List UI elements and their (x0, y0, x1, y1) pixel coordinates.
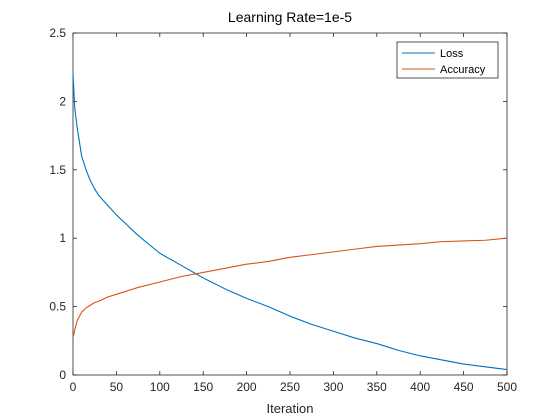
x-tick-label: 450 (454, 380, 474, 394)
legend-label-loss: Loss (440, 48, 464, 60)
x-tick-label: 150 (193, 380, 213, 394)
x-tick-label: 300 (323, 380, 343, 394)
x-axis-label: Iteration (267, 401, 314, 416)
y-tick-label: 2.5 (49, 26, 66, 40)
x-tick-label: 100 (150, 380, 170, 394)
x-tick-label: 500 (497, 380, 517, 394)
x-tick-label: 50 (110, 380, 124, 394)
y-tick-label: 0 (59, 368, 66, 382)
legend-label-accuracy: Accuracy (440, 64, 486, 76)
series-line-accuracy (72, 237, 508, 339)
y-tick-label: 0.5 (49, 300, 66, 314)
x-tick-label: 250 (280, 380, 300, 394)
series-line-loss (72, 74, 508, 371)
x-tick-label: 350 (367, 380, 387, 394)
legend: Loss Accuracy (396, 41, 499, 79)
axes-box (72, 32, 508, 376)
y-tick-label: 1.5 (49, 163, 66, 177)
y-tick-label: 1 (59, 231, 66, 245)
y-tick-label: 2 (59, 94, 66, 108)
chart-title: Learning Rate=1e-5 (228, 9, 352, 25)
plot-area: 0 50 100 150 200 250 300 350 400 450 500 0 0.5 1 1.5 2 2… (49, 26, 517, 394)
x-tick-label: 400 (410, 380, 430, 394)
legend-box (396, 41, 499, 79)
x-tick-label: 0 (70, 380, 77, 394)
x-tick-label: 200 (237, 380, 257, 394)
